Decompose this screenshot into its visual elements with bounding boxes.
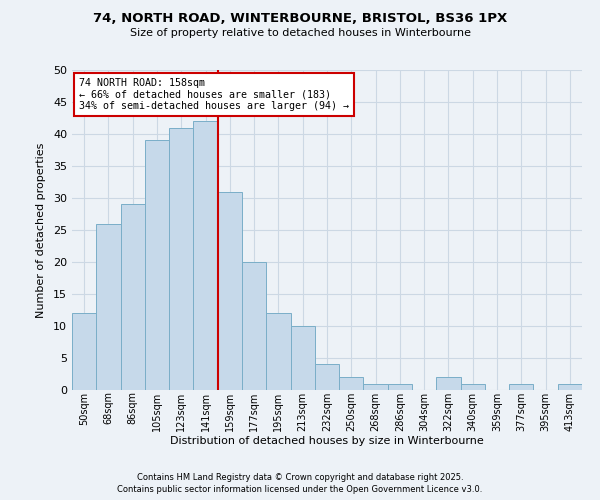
Text: Contains public sector information licensed under the Open Government Licence v3: Contains public sector information licen…	[118, 485, 482, 494]
Text: 74 NORTH ROAD: 158sqm
← 66% of detached houses are smaller (183)
34% of semi-det: 74 NORTH ROAD: 158sqm ← 66% of detached …	[79, 78, 349, 111]
Bar	[193, 121, 218, 390]
Bar	[72, 313, 96, 390]
Text: Size of property relative to detached houses in Winterbourne: Size of property relative to detached ho…	[130, 28, 470, 38]
X-axis label: Distribution of detached houses by size in Winterbourne: Distribution of detached houses by size …	[170, 436, 484, 446]
Bar	[96, 224, 121, 390]
Bar	[509, 384, 533, 390]
Bar	[339, 377, 364, 390]
Bar	[266, 313, 290, 390]
Bar	[169, 128, 193, 390]
Y-axis label: Number of detached properties: Number of detached properties	[36, 142, 46, 318]
Bar	[388, 384, 412, 390]
Bar	[290, 326, 315, 390]
Bar	[315, 364, 339, 390]
Bar	[218, 192, 242, 390]
Bar	[558, 384, 582, 390]
Text: 74, NORTH ROAD, WINTERBOURNE, BRISTOL, BS36 1PX: 74, NORTH ROAD, WINTERBOURNE, BRISTOL, B…	[93, 12, 507, 26]
Bar	[461, 384, 485, 390]
Bar	[242, 262, 266, 390]
Text: Contains HM Land Registry data © Crown copyright and database right 2025.: Contains HM Land Registry data © Crown c…	[137, 472, 463, 482]
Bar	[145, 140, 169, 390]
Bar	[121, 204, 145, 390]
Bar	[436, 377, 461, 390]
Bar	[364, 384, 388, 390]
